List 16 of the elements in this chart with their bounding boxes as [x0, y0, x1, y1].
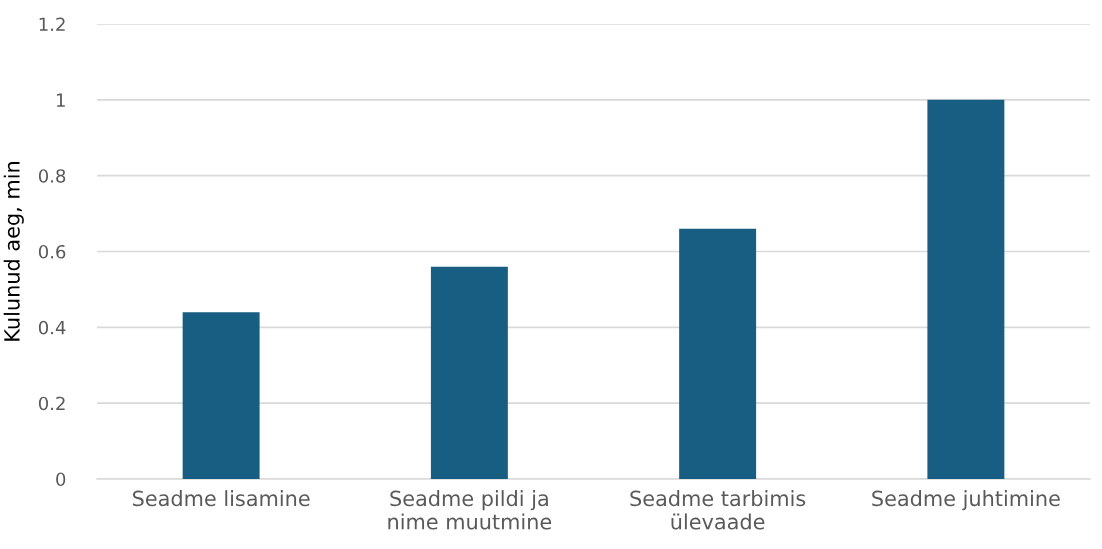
- x-tick-label: Seadme lisamine: [132, 490, 310, 507]
- y-tick-label: 0.4: [38, 320, 66, 335]
- y-tick-label: 0: [56, 472, 66, 487]
- bar: [679, 228, 757, 479]
- bar: [430, 266, 508, 479]
- bar: [182, 312, 260, 479]
- y-tick-label: 1.2: [39, 17, 65, 31]
- x-tick-label: Seadme pildi ja nime muutmine: [388, 490, 552, 530]
- y-tick-label: 0.8: [38, 169, 66, 183]
- x-tick-label: Seadme juhtimine: [872, 490, 1060, 511]
- x-tick-label: Seadme tarbimis ülevaade: [630, 490, 806, 530]
- y-tick-label: 1: [56, 93, 65, 107]
- y-tick-label: 0.2: [38, 396, 65, 411]
- y-axis-title: Kulunud aeg, min: [3, 162, 24, 341]
- y-tick-label: 0.6: [38, 244, 66, 259]
- bar: [927, 99, 1005, 479]
